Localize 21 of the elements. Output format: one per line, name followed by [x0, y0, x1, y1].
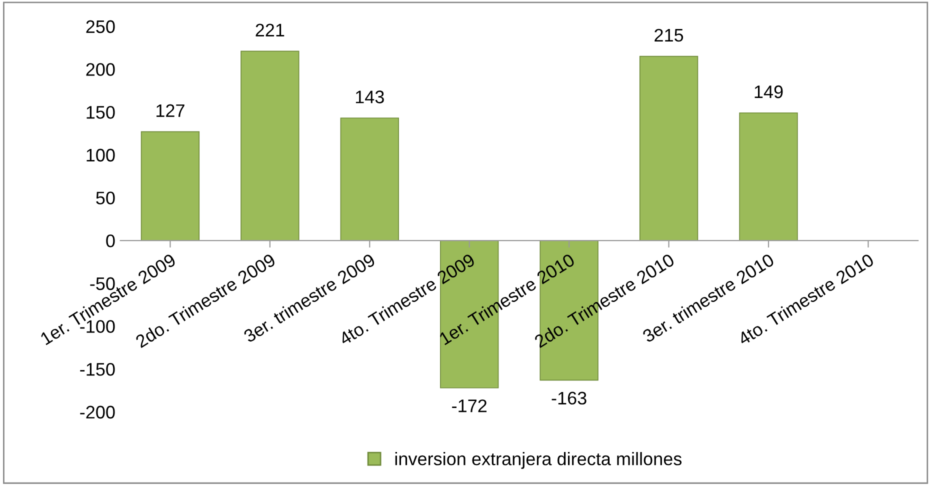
y-tick-label: -150	[80, 362, 115, 376]
bar	[739, 112, 798, 241]
y-tick-label: 0	[106, 234, 115, 248]
y-tick-label: -200	[80, 406, 115, 419]
data-label: 215	[654, 28, 684, 42]
bar	[340, 118, 399, 241]
data-label: 221	[256, 24, 284, 36]
data-label: 143	[356, 90, 384, 104]
legend-label: inversion extranjera directa millones	[395, 452, 682, 469]
data-label: 149	[754, 85, 783, 98]
y-tick-label: 100	[86, 148, 115, 162]
y-tick-label: 50	[96, 192, 115, 204]
data-label: 127	[156, 104, 184, 117]
data-label: -163	[552, 392, 586, 405]
bar	[639, 56, 698, 241]
bar	[240, 50, 300, 241]
y-tick-label: 250	[86, 20, 115, 34]
bar	[140, 131, 200, 241]
y-tick-label: 150	[86, 106, 115, 119]
data-label: -172	[452, 399, 487, 412]
y-tick-label: 200	[86, 63, 115, 76]
